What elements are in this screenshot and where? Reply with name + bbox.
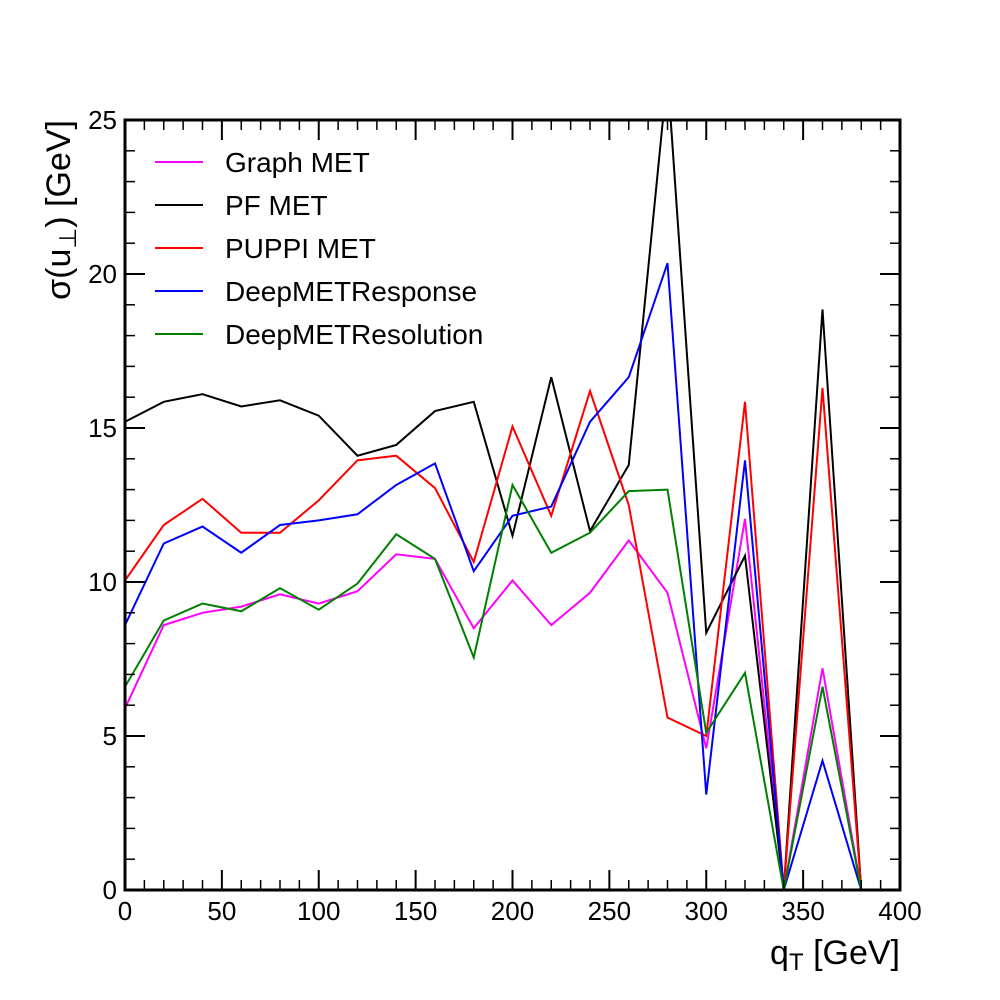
x-axis-title: qT [GeV]	[770, 934, 900, 976]
legend-label-3: DeepMETResponse	[225, 276, 477, 307]
legend: Graph MET PF MET PUPPI MET DeepMETResponse D…	[155, 147, 483, 350]
y-tick-label: 0	[103, 875, 117, 905]
series-layer	[125, 120, 863, 890]
legend-label-2: PUPPI MET	[225, 233, 376, 264]
x-tick-label: 350	[781, 896, 824, 926]
series-line-3	[125, 262, 863, 890]
x-tick-label: 400	[878, 896, 921, 926]
y-axis-title-main: σ(u	[40, 249, 78, 300]
x-tick-label: 100	[297, 896, 340, 926]
series-line-1	[125, 120, 863, 890]
series-line-4	[125, 482, 863, 890]
axis-ticks: 0 50 100 150 200 250 300 350 400 0 5 10 15 20 25	[88, 105, 922, 926]
y-tick-label: 25	[88, 105, 117, 135]
x-tick-label: 150	[394, 896, 437, 926]
legend-label-1: PF MET	[225, 190, 328, 221]
legend-label-0: Graph MET	[225, 147, 370, 178]
y-axis-title-subscript: ⊥	[55, 228, 82, 249]
y-axis-title: σ(u⊥) [GeV]	[40, 120, 82, 300]
y-tick-label: 15	[88, 413, 117, 443]
series-line-0	[125, 518, 863, 890]
x-tick-label: 300	[685, 896, 728, 926]
x-axis-title-main: q	[770, 934, 789, 972]
legend-label-4: DeepMETResolution	[225, 319, 483, 350]
x-tick-label: 0	[118, 896, 132, 926]
x-tick-label: 50	[207, 896, 236, 926]
y-tick-label: 5	[103, 721, 117, 751]
series-line-2	[125, 387, 863, 890]
y-tick-label: 10	[88, 567, 117, 597]
x-axis-title-subscript: T	[789, 949, 804, 976]
y-tick-label: 20	[88, 259, 117, 289]
x-axis-title-unit: [GeV]	[804, 934, 900, 972]
y-axis-title-unit: ) [GeV]	[40, 120, 78, 228]
x-tick-label: 250	[588, 896, 631, 926]
x-tick-label: 200	[491, 896, 534, 926]
